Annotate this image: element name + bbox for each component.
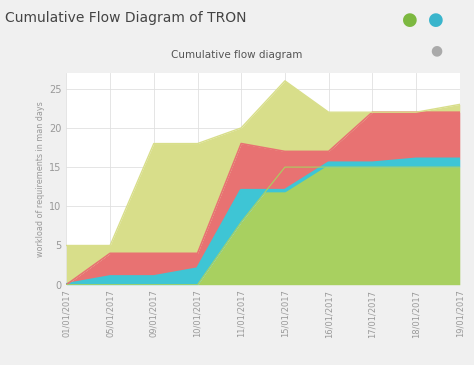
Text: Cumulative flow diagram: Cumulative flow diagram (171, 50, 303, 60)
Text: ●: ● (430, 44, 442, 58)
Y-axis label: workload of requirements in man days: workload of requirements in man days (36, 101, 45, 257)
Text: ●: ● (402, 11, 418, 29)
Text: Cumulative Flow Diagram of TRON: Cumulative Flow Diagram of TRON (5, 11, 246, 25)
Text: ●: ● (428, 11, 444, 29)
